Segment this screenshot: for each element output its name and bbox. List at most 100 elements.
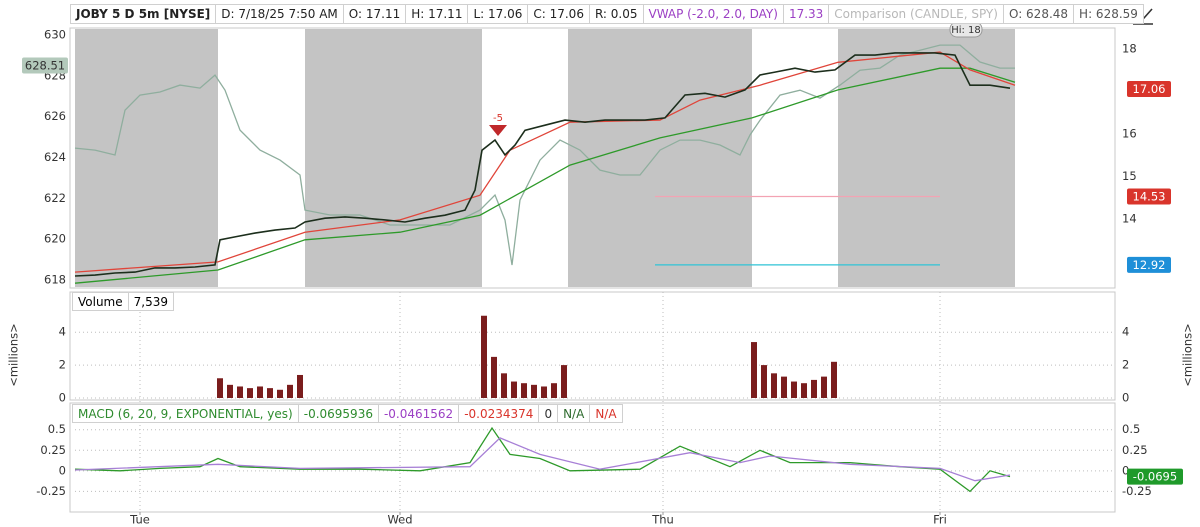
volume-bar: [521, 383, 527, 398]
y2-tick-label: 14: [1122, 212, 1137, 226]
y-tick-label: 2: [59, 358, 66, 372]
header-item: JOBY 5 D 5m [NYSE]: [70, 4, 217, 24]
price-layer: [74, 44, 1016, 284]
macd-header-item: MACD (6, 20, 9, EXPONENTIAL, yes): [72, 404, 299, 423]
header-item: C: 17.06: [528, 4, 590, 24]
macd-header-item: -0.0695936: [298, 404, 379, 423]
annotation: Hi: 18: [951, 25, 981, 36]
header-item: 17.33: [783, 4, 830, 24]
volume-bar: [217, 378, 223, 398]
annotation: -5: [493, 113, 503, 124]
header-item: H: 628.59: [1074, 4, 1144, 24]
macd-header-item: N/A: [590, 404, 623, 423]
header-item: L: 17.06: [468, 4, 529, 24]
macd-header-item: -0.0461562: [378, 404, 460, 423]
macd-header: MACD (6, 20, 9, EXPONENTIAL, yes) -0.0695…: [72, 404, 623, 423]
volume-bar: [237, 386, 243, 398]
series-line: [74, 437, 1011, 482]
y2-tick-label: 15: [1122, 169, 1137, 183]
macd-header-item: 0: [539, 404, 559, 423]
signal-icon: [489, 125, 507, 136]
extended-hours-shade: [838, 29, 1015, 287]
y-tick-label: 0: [59, 391, 66, 405]
y-tick-label: 620: [44, 232, 66, 246]
volume-bar: [791, 381, 797, 398]
y-tick-label: 0.5: [48, 422, 66, 436]
volume-title: Volume: [72, 292, 129, 311]
header-item: D: 7/18/25 7:50 AM: [216, 4, 344, 24]
x-tick-label: Thu: [651, 513, 674, 527]
volume-bar: [481, 315, 487, 398]
header-item: H: 17.11: [406, 4, 469, 24]
header-item: R: 0.05: [589, 4, 644, 24]
volume-bar: [561, 365, 567, 398]
series-line: [74, 51, 1016, 273]
x-tick-label: Tue: [129, 513, 150, 527]
volume-bar: [267, 388, 273, 398]
y-tick-label: 622: [44, 191, 66, 205]
y-tick-label: 0.25: [1122, 443, 1148, 457]
y-axis-label: <millions>: [7, 323, 21, 387]
y-tick-label: 0.25: [40, 443, 66, 457]
price-badge: [1127, 468, 1183, 485]
volume-bar: [531, 384, 537, 398]
volume-bar: [247, 388, 253, 398]
series-line: [74, 52, 1011, 277]
volume-bar: [751, 342, 757, 398]
macd-header-item: N/A: [558, 404, 591, 423]
price-badge-label: 17.06: [1133, 82, 1166, 96]
y-tick-label: 624: [44, 150, 66, 164]
volume-bar: [287, 384, 293, 398]
header-item: O: 628.48: [1003, 4, 1075, 24]
volume-bar: [831, 361, 837, 398]
price-badge-label: 14.53: [1133, 190, 1166, 204]
y2-tick-label: 16: [1122, 127, 1137, 141]
price-badge-label: -0.0695: [1133, 470, 1177, 484]
y-tick-label: 4: [59, 325, 66, 339]
y-tick-label: 2: [1122, 358, 1129, 372]
volume-bar: [297, 374, 303, 398]
price-badge-label: 12.92: [1133, 258, 1166, 272]
price-badge: [22, 57, 68, 74]
volume-bar: [541, 386, 547, 398]
y2-tick-label: 18: [1122, 42, 1137, 56]
y-tick-label: 626: [44, 109, 66, 123]
volume-value: 7,539: [128, 292, 174, 311]
volume-bar: [277, 389, 283, 398]
y-tick-label: -0.25: [1122, 484, 1152, 498]
series-line: [74, 44, 1015, 266]
extended-hours-shade: [568, 29, 752, 287]
volume-bar: [811, 379, 817, 398]
extended-hours-shade: [305, 29, 482, 287]
y-tick-label: 0.5: [1122, 422, 1140, 436]
volume-bar: [257, 386, 263, 398]
volume-header: Volume 7,539: [72, 292, 174, 311]
volume-bar: [781, 376, 787, 398]
y-tick-label: 0: [1122, 463, 1129, 477]
series-line: [74, 67, 1016, 284]
price-badge-label: 628.51: [25, 58, 65, 72]
y-tick-label: 0: [1122, 391, 1129, 405]
y-tick-label: 0: [59, 463, 66, 477]
x-tick-label: Wed: [387, 513, 412, 527]
volume-panel: [69, 291, 1116, 401]
extended-hours-shade: [75, 29, 218, 287]
y-tick-label: 630: [44, 28, 66, 42]
volume-bar: [551, 383, 557, 398]
y-axis-label: <millions>: [1181, 323, 1195, 387]
volume-bar: [511, 381, 517, 398]
header-item: VWAP (-2.0, 2.0, DAY): [643, 4, 784, 24]
price-badge: [1127, 81, 1171, 98]
macd-header-item: -0.0234374: [459, 404, 540, 423]
y-tick-label: 618: [44, 272, 66, 286]
volume-bar: [501, 373, 507, 398]
volume-bar: [227, 384, 233, 398]
x-tick-label: Fri: [933, 513, 947, 527]
price-badge: [1127, 256, 1171, 273]
volume-bar: [801, 383, 807, 398]
volume-bar: [761, 365, 767, 398]
y-tick-label: -0.25: [36, 484, 66, 498]
volume-bar: [821, 376, 827, 398]
